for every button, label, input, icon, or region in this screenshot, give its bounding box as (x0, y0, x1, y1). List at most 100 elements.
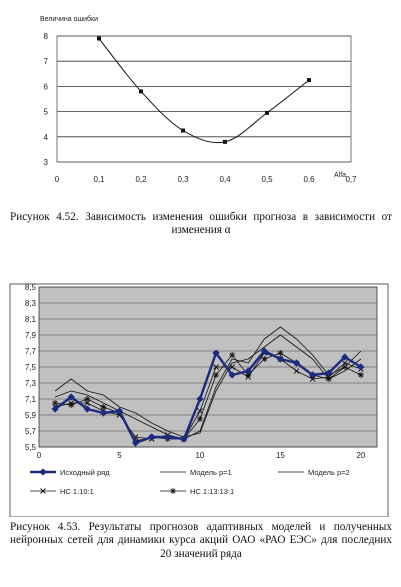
source-series-point (115, 407, 124, 415)
chart2-y-tick-label: 8,3 (25, 299, 37, 308)
source-series-point (180, 435, 188, 443)
nn-1-10-1-series-point (229, 364, 235, 370)
legend-label-model-p2-series: Модель p=2 (308, 468, 350, 477)
chart1-y-tick-label: 8 (44, 32, 49, 41)
legend-label-nn-1-13-13-1-series: НС 1:13:13:1 (190, 487, 234, 496)
nn-1-13-13-1-series-point (52, 400, 59, 406)
source-series-point (131, 439, 140, 447)
source-series-point (164, 433, 172, 441)
nn-1-13-13-1-series-point (277, 350, 284, 356)
nn-1-13-13-1-series-point (245, 372, 252, 378)
chart1-y-tick-labels: 3 4 5 6 7 8 (44, 32, 49, 167)
source-series-point (292, 359, 301, 367)
chart1-error-curve (98, 38, 310, 144)
nn-1-10-1-series-point (84, 400, 91, 406)
chart1-y-tick-label: 3 (44, 158, 49, 167)
nn-1-13-13-1-series-point (325, 376, 332, 382)
chart2-y-tick-label: 5,5 (25, 443, 37, 452)
chart1-x-tick-label: 0,3 (177, 175, 189, 184)
source-series-point (325, 369, 333, 377)
chart2-y-tick-label: 5,7 (25, 427, 37, 436)
chart1-y-tick-label: 6 (44, 82, 49, 91)
chart2-y-tick-label: 7,3 (25, 379, 37, 388)
nn-1-10-1-series-point (341, 360, 348, 366)
source-series-point (148, 433, 156, 441)
chart1-y-tick-label: 7 (44, 57, 49, 66)
chart1-x-tick-label: 0 (55, 175, 60, 184)
chart2-y-tick-label: 7,5 (25, 363, 37, 372)
nn-1-13-13-1-series-point (68, 402, 75, 408)
chart1-y-tick-label: 5 (44, 108, 49, 117)
chart2-y-tick-label: 5,9 (25, 411, 37, 420)
chart2-y-tick-label: 8,5 (25, 283, 37, 292)
chart1-y-tick-label: 4 (44, 133, 49, 142)
chart1-x-tick-label: 0,2 (135, 175, 147, 184)
chart1-y-axis-title: Величина ошибки (40, 15, 98, 23)
source-series-point (83, 405, 91, 413)
source-series-point (99, 409, 107, 417)
chart1-x-tick-label: 0,5 (261, 175, 273, 184)
nn-1-13-13-1-series-point (100, 404, 107, 410)
chart2-x-tick-label: 10 (195, 451, 204, 460)
legend-marker-nn-1-13-13-1-series (170, 488, 176, 494)
figure-4-53-caption: Рисунок 4.53. Результаты прогнозов адапт… (10, 521, 392, 560)
chart2-x-tick-label: 20 (356, 451, 365, 460)
chart2-y-tick-label: 8,1 (25, 315, 37, 324)
nn-1-13-13-1-series-point (84, 396, 91, 402)
chart1-x-tick-label: 0,4 (219, 175, 231, 184)
legend-label-model-p1-series: Модель p=1 (190, 468, 232, 477)
source-series-point (260, 347, 268, 355)
source-series-point (244, 367, 252, 375)
nn-1-13-13-1-series-point (341, 364, 348, 370)
chart1-x-tick-label: 0,6 (303, 175, 315, 184)
figure-4-52-caption: Рисунок 4.52. Зависимость изменения ошиб… (10, 211, 392, 237)
error-vs-alpha-chart: Величина ошибки Alfa 0 0,1 0,2 0,3 0,4 0,5 0,6… (40, 15, 357, 184)
chart1-x-tick-labels: 0 0,1 0,2 0,3 0,4 0,5 0,6 0,7 (55, 175, 357, 184)
chart2-x-tick-labels: 0 5 10 15 20 (37, 451, 366, 460)
legend-label-nn-1-10-1-series: НС 1:10:1 (60, 487, 94, 496)
nn-1-10-1-series-point (309, 376, 316, 382)
nn-1-13-13-1-series-point (213, 372, 220, 378)
source-series-point (51, 405, 59, 413)
model-p2-series (54, 334, 362, 438)
chart2-x-tick-label: 15 (276, 451, 285, 460)
chart1-data-point (181, 128, 185, 133)
source-series-point (357, 363, 365, 371)
nn-1-10-1-series-point (197, 408, 203, 414)
source-series-point (67, 393, 75, 401)
chart1-data-point (139, 89, 143, 94)
nn-1-13-13-1-series-point (357, 372, 364, 378)
source-series-point (212, 349, 220, 357)
source-series-point (341, 353, 349, 361)
chart2-x-tick-label: 0 (37, 451, 42, 460)
nn-1-13-13-1-series-point (196, 416, 203, 422)
nn-1-13-13-1-series-point (261, 356, 268, 362)
chart1-x-tick-label: 0,7 (345, 175, 357, 184)
chart1-plot-frame (56, 35, 352, 163)
chart1-data-point (97, 36, 101, 41)
chart2-y-tick-labels: 5,5 5,7 5,9 7,1 7,3 7,5 7,7 7,9 8,1 8,3 8,5 (25, 283, 37, 452)
nn-1-10-1-series-point (213, 364, 219, 370)
source-series-point (309, 371, 317, 379)
chart1-x-axis-title: Alfa (334, 172, 346, 179)
chart1-gridlines (57, 35, 351, 163)
chart1-data-point (307, 78, 311, 83)
source-series-point (228, 371, 236, 379)
chart1-data-point (265, 110, 269, 115)
chart1-x-tick-label: 0,1 (93, 175, 105, 184)
source-series-point (196, 395, 204, 403)
legend-marker-nn-1-10-1-series (40, 488, 46, 494)
legend-marker-source-series (39, 468, 47, 476)
chart2-x-tick-label: 5 (117, 451, 122, 460)
stock-forecast-chart: 0 5 10 15 20 5,5 5,7 5,9 7,1 7,3 7,5 7,7 7,9 8,1 8,3 8… (9, 283, 389, 517)
source-series-point (276, 355, 285, 363)
nn-1-10-1-series-point (293, 368, 300, 374)
legend-label-source-series: Исходный ряд (60, 468, 110, 477)
chart2-y-tick-label: 7,7 (25, 347, 37, 356)
nn-1-13-13-1-series-point (229, 352, 236, 358)
chart1-data-point (223, 139, 227, 144)
chart2-legend: Исходный ряд Модель p=1 Модель p=2 НС 1:10:… (30, 468, 350, 496)
chart2-series (51, 326, 365, 447)
chart1-series (97, 36, 311, 144)
chart2-y-tick-label: 7,9 (25, 331, 37, 340)
